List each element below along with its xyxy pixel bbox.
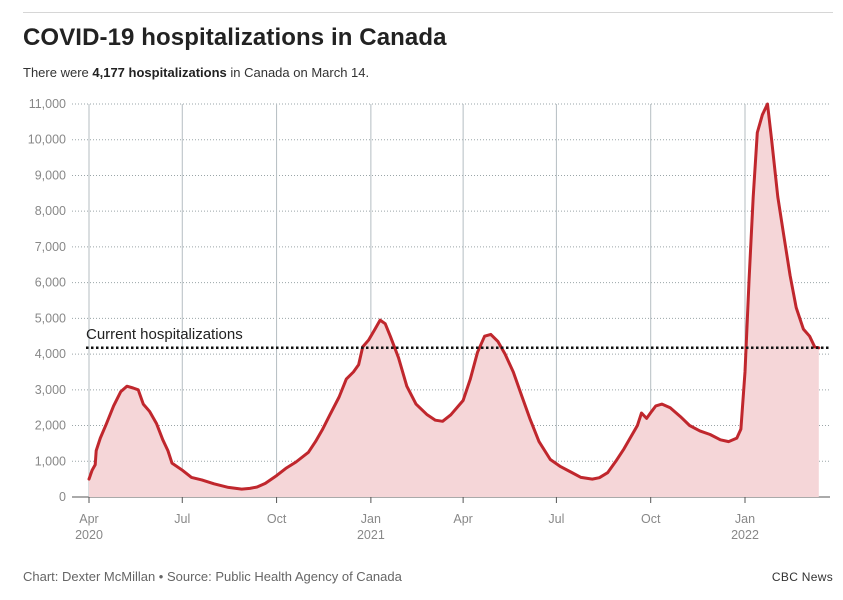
y-tick-label: 8,000 <box>35 204 66 218</box>
y-tick-label: 4,000 <box>35 347 66 361</box>
top-divider <box>23 12 833 13</box>
series-area <box>89 104 819 497</box>
y-tick-label: 3,000 <box>35 383 66 397</box>
current-hospitalizations-label: Current hospitalizations <box>86 326 243 343</box>
chart-title: COVID-19 hospitalizations in Canada <box>23 24 447 51</box>
x-tick-label: Apr <box>453 512 472 526</box>
y-tick-label: 10,000 <box>28 133 66 147</box>
y-tick-label: 0 <box>59 490 66 504</box>
subtitle-highlight: 4,177 hospitalizations <box>92 65 227 80</box>
x-tick-label: Jul <box>174 512 190 526</box>
cbc-news-logo: CBC News <box>771 570 833 584</box>
y-tick-label: 9,000 <box>35 168 66 182</box>
x-tick-year-label: 2021 <box>357 528 385 542</box>
x-tick-label: Oct <box>641 512 661 526</box>
x-tick-label: Jan <box>361 512 381 526</box>
y-tick-label: 5,000 <box>35 311 66 325</box>
x-tick-label: Jan <box>735 512 755 526</box>
subtitle-prefix: There were <box>23 65 93 80</box>
y-tick-label: 11,000 <box>29 97 66 111</box>
x-tick-year-label: 2020 <box>75 528 103 542</box>
x-tick-label: Oct <box>267 512 287 526</box>
chart-credit: Chart: Dexter McMillan • Source: Public … <box>23 569 402 584</box>
x-tick-label: Jul <box>548 512 564 526</box>
series-line <box>87 102 821 491</box>
chart-subtitle: There were 4,177 hospitalizations in Can… <box>23 65 369 80</box>
subtitle-suffix: in Canada on March 14. <box>226 65 370 80</box>
y-tick-label: 7,000 <box>35 240 66 254</box>
y-tick-label: 2,000 <box>35 419 66 433</box>
x-tick-label: Apr <box>79 512 98 526</box>
x-tick-year-label: 2022 <box>731 528 759 542</box>
y-tick-label: 1,000 <box>35 454 66 468</box>
y-tick-label: 6,000 <box>35 276 66 290</box>
